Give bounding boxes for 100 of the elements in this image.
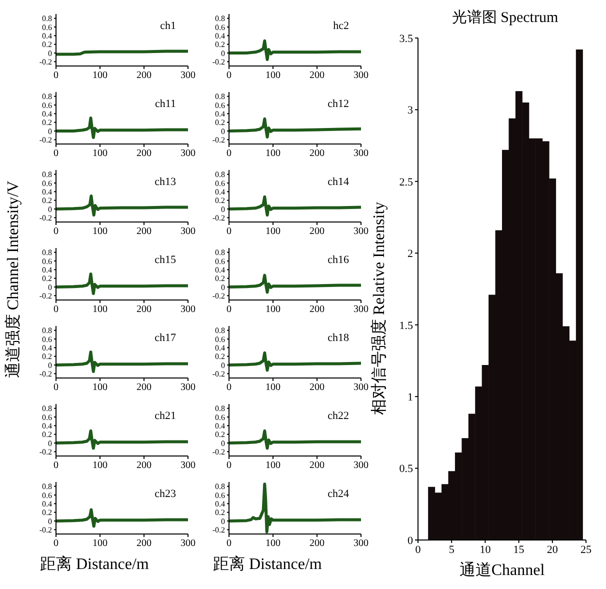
y-tick-label: 0.4 bbox=[42, 32, 52, 41]
y-tick-label: 0.8 bbox=[215, 482, 225, 492]
x-tick-label: 20 bbox=[546, 544, 558, 556]
y-tick-label: 0.8 bbox=[215, 326, 225, 336]
y-tick-label: -0.2 bbox=[212, 214, 225, 223]
x-tick-label: 100 bbox=[92, 304, 108, 316]
x-tick-label: 100 bbox=[266, 538, 280, 550]
y-tick-label: 0.2 bbox=[215, 430, 225, 440]
y-tick-label: 3 bbox=[408, 104, 414, 117]
x-tick-label: 200 bbox=[310, 382, 324, 394]
x-tick-label: 300 bbox=[180, 382, 196, 394]
line-series bbox=[56, 194, 188, 217]
y-tick-label: 0.2 bbox=[42, 40, 52, 50]
y-tick-label: -0.2 bbox=[212, 370, 225, 379]
line-series bbox=[56, 508, 188, 528]
y-tick-label: 0 bbox=[221, 282, 225, 292]
y-tick-label: 0.2 bbox=[42, 274, 52, 284]
line-series bbox=[229, 117, 361, 139]
y-tick-label: 0 bbox=[221, 516, 225, 526]
y-tick-label: 2.5 bbox=[399, 176, 414, 188]
x-tick-label: 100 bbox=[266, 304, 280, 316]
y-tick-label: 2 bbox=[408, 248, 413, 260]
x-tick-label: 200 bbox=[136, 304, 152, 316]
y-tick-label: -0.2 bbox=[212, 448, 225, 457]
x-tick-label: 10 bbox=[480, 544, 492, 556]
annotation: ch13 bbox=[154, 176, 176, 188]
annotation: ch18 bbox=[328, 332, 349, 344]
y-tick-label: 3.5 bbox=[399, 32, 414, 45]
y-tick-label: -0.2 bbox=[39, 58, 52, 67]
y-tick-label: 0.8 bbox=[42, 14, 52, 24]
annotation: ch24 bbox=[328, 488, 349, 500]
line-series bbox=[229, 429, 361, 450]
y-tick-label: 0 bbox=[48, 48, 52, 58]
annotation: ch23 bbox=[154, 488, 176, 500]
x-tick-label: 5 bbox=[448, 544, 455, 556]
x-tick-label: 100 bbox=[266, 382, 280, 394]
y-tick-label: 0.4 bbox=[42, 110, 52, 119]
annotation: ch15 bbox=[154, 254, 176, 266]
y-tick-label: 0.6 bbox=[215, 100, 225, 110]
y-axis-title: 相对信号强度 Relative Intensity bbox=[370, 201, 390, 415]
y-tick-label: 0 bbox=[48, 282, 52, 292]
y-tick-label: 0.6 bbox=[42, 412, 52, 422]
x-tick-label: 300 bbox=[180, 304, 196, 316]
x-tick-label: 100 bbox=[266, 70, 280, 82]
y-tick-label: 0.4 bbox=[42, 266, 52, 275]
y-tick-label: 0.4 bbox=[215, 500, 225, 509]
y-tick-label: 0.4 bbox=[42, 188, 52, 197]
x-tick-label: 100 bbox=[92, 226, 108, 238]
y-tick-label: 0.8 bbox=[42, 248, 52, 258]
annotation: hc2 bbox=[333, 20, 349, 32]
y-tick-label: 0.2 bbox=[42, 508, 52, 518]
y-tick-label: -0.2 bbox=[212, 58, 225, 67]
y-tick-label: -0.2 bbox=[39, 526, 52, 535]
y-tick-label: 0.8 bbox=[42, 170, 52, 180]
x-tick-label: 200 bbox=[136, 226, 152, 238]
y-tick-label: 0.8 bbox=[42, 404, 52, 414]
y-tick-label: 0.6 bbox=[42, 178, 52, 188]
y-tick-label: 0 bbox=[221, 126, 225, 136]
x-tick-label: 200 bbox=[310, 70, 324, 82]
x-tick-label: 100 bbox=[92, 382, 108, 394]
annotation: ch21 bbox=[154, 410, 176, 422]
x-tick-label: 300 bbox=[354, 148, 368, 160]
y-tick-label: 0.2 bbox=[215, 508, 225, 518]
y-tick-label: 0 bbox=[48, 126, 52, 136]
y-tick-label: -0.2 bbox=[212, 292, 225, 301]
y-tick-label: 0 bbox=[221, 204, 225, 214]
y-tick-label: 0.2 bbox=[215, 40, 225, 50]
annotation: ch16 bbox=[328, 254, 349, 266]
y-axis-title: 通道强度 Channel Intensity/V bbox=[4, 180, 24, 378]
y-tick-label: 0.8 bbox=[42, 326, 52, 336]
x-tick-label: 200 bbox=[136, 70, 152, 82]
x-tick-label: 300 bbox=[354, 304, 368, 316]
line-series bbox=[56, 429, 188, 450]
x-tick-label: 15 bbox=[513, 544, 525, 556]
y-tick-label: 0.4 bbox=[42, 500, 52, 509]
y-tick-label: -0.2 bbox=[39, 292, 52, 301]
x-tick-label: 200 bbox=[136, 460, 152, 472]
y-tick-label: 0.8 bbox=[215, 170, 225, 180]
x-tick-label: 100 bbox=[266, 148, 280, 160]
x-axis-title: 通道Channel bbox=[459, 561, 546, 579]
y-tick-label: 0.4 bbox=[215, 344, 225, 353]
y-tick-label: 0.8 bbox=[215, 404, 225, 414]
y-tick-label: -0.2 bbox=[212, 526, 225, 535]
chart-title: 光谱图 Spectrum bbox=[450, 8, 560, 28]
y-tick-label: -0.2 bbox=[212, 136, 225, 145]
x-tick-label: 100 bbox=[92, 70, 108, 82]
y-tick-label: 0.6 bbox=[42, 490, 52, 500]
y-tick-label: 0.6 bbox=[215, 178, 225, 188]
x-axis-title: 距离 Distance/m bbox=[39, 554, 150, 575]
x-tick-label: 200 bbox=[310, 460, 324, 472]
y-tick-label: 0.6 bbox=[42, 334, 52, 344]
line-series bbox=[56, 272, 188, 295]
line-series bbox=[229, 195, 361, 217]
y-tick-label: -0.2 bbox=[39, 136, 52, 145]
y-tick-label: 0.2 bbox=[215, 118, 225, 128]
line-series bbox=[56, 116, 188, 139]
annotation: ch12 bbox=[328, 98, 349, 110]
y-tick-label: 0 bbox=[221, 438, 225, 448]
y-tick-label: 0.6 bbox=[215, 22, 225, 32]
x-tick-label: 200 bbox=[136, 382, 152, 394]
